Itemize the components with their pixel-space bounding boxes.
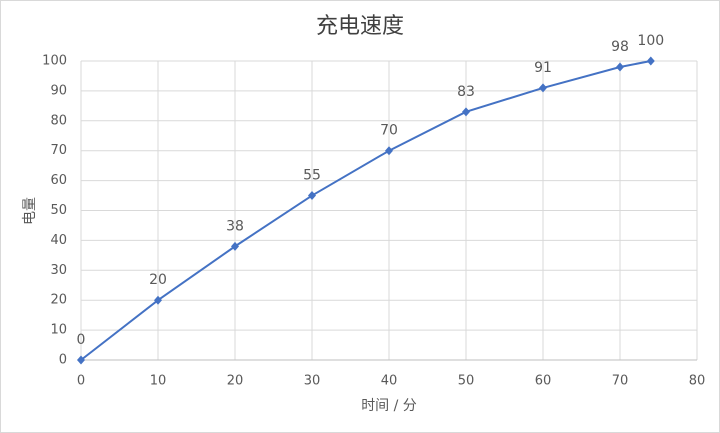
data-label: 0	[77, 332, 86, 348]
point-marker	[308, 191, 316, 201]
x-tick-label: 40	[381, 374, 398, 389]
data-label: 91	[534, 60, 552, 76]
y-tick-label: 70	[50, 143, 67, 158]
y-tick-label: 90	[50, 83, 67, 98]
point-marker	[154, 295, 162, 305]
chart-title: 充电速度	[316, 14, 404, 39]
data-label: 98	[611, 39, 629, 55]
y-tick-label: 0	[59, 353, 67, 368]
y-tick-label: 80	[50, 113, 67, 128]
x-tick-label: 80	[689, 374, 706, 389]
x-tick-label: 20	[227, 374, 244, 389]
data-label: 55	[303, 168, 321, 184]
y-tick-label: 20	[50, 293, 67, 308]
point-marker	[462, 107, 470, 117]
point-marker	[539, 83, 547, 93]
x-tick-label: 70	[612, 374, 629, 389]
y-tick-label: 50	[50, 203, 67, 218]
point-marker	[77, 355, 85, 365]
point-marker	[385, 146, 393, 156]
point-marker	[646, 56, 655, 66]
data-label: 83	[457, 84, 475, 100]
y-tick-label: 10	[50, 323, 67, 338]
data-label: 20	[149, 272, 167, 288]
x-tick-label: 50	[458, 374, 475, 389]
x-tick-label: 60	[535, 374, 552, 389]
y-tick-label: 100	[42, 54, 67, 69]
x-tick-label: 0	[77, 374, 85, 389]
point-marker	[231, 241, 239, 251]
data-label: 70	[380, 123, 398, 139]
y-tick-label: 30	[50, 263, 67, 278]
point-marker	[616, 62, 624, 72]
x-tick-label: 30	[304, 374, 321, 389]
data-label: 100	[637, 33, 664, 49]
data-label: 38	[226, 218, 244, 234]
x-axis-label: 时间 / 分	[361, 398, 417, 414]
x-tick-label: 10	[150, 374, 167, 389]
y-axis-label: 电量	[22, 197, 38, 225]
y-tick-label: 60	[50, 173, 67, 188]
y-tick-label: 40	[50, 233, 67, 248]
